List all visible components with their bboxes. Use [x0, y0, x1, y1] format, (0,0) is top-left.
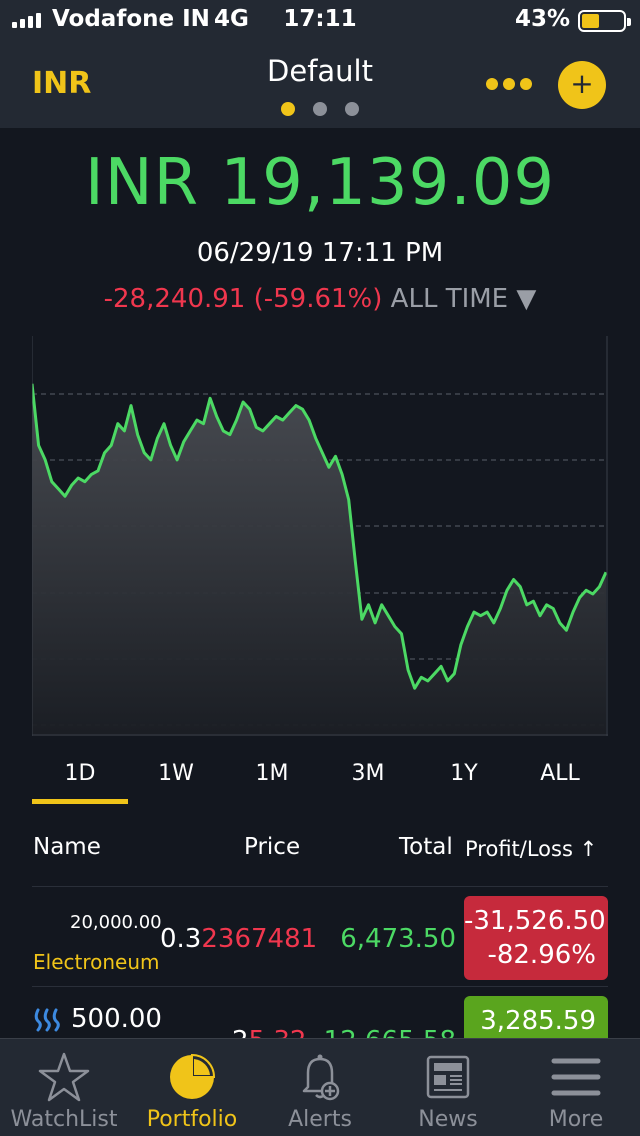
clock: 17:11 [283, 6, 357, 32]
tab-watchlist[interactable]: WatchList [0, 1039, 128, 1136]
tab-1w[interactable]: 1W [158, 761, 194, 786]
table-divider [32, 886, 608, 887]
tab-1m[interactable]: 1M [255, 761, 289, 786]
battery-icon [578, 10, 631, 32]
star-icon [38, 1052, 90, 1102]
price-changed-digits: 2367481 [201, 924, 318, 954]
column-header-profit-loss[interactable]: Profit/Loss ↑ [465, 837, 598, 861]
carrier-name: Vodafone IN [52, 6, 210, 32]
newspaper-icon [426, 1055, 470, 1099]
status-bar: Vodafone IN 4G 17:11 43% [0, 0, 640, 40]
asset-price: 0.32367481 [160, 924, 317, 954]
tab-label: WatchList [10, 1107, 118, 1132]
column-header-total[interactable]: Total [399, 834, 453, 860]
portfolio-change-value: -28,240.91 (-59.61%) [103, 284, 383, 314]
profit-loss-value: -31,526.50 [464, 906, 606, 936]
tab-all[interactable]: ALL [540, 761, 580, 786]
tab-3m[interactable]: 3M [351, 761, 385, 786]
bottom-tab-bar: WatchList Portfolio Alerts News [0, 1038, 640, 1136]
signal-strength-icon [12, 12, 41, 28]
timeframe-tabs: 1D 1W 1M 3M 1Y ALL [32, 756, 608, 804]
page-indicator [281, 102, 359, 116]
asset-name: Electroneum [33, 950, 160, 974]
navigation-bar: INR Default + [0, 40, 640, 128]
tab-1d[interactable]: 1D [32, 756, 128, 804]
holding-amount: 500.00 [71, 1004, 162, 1034]
add-transaction-button[interactable]: + [558, 61, 606, 109]
profit-loss-badge[interactable]: -31,526.50 -82.96% [464, 896, 608, 980]
steem-logo-icon [34, 1008, 60, 1032]
chart-series-line [32, 383, 608, 690]
tab-alerts[interactable]: Alerts [256, 1039, 384, 1136]
profit-loss-value: 3,285.59 [480, 1006, 596, 1036]
tab-label: More [548, 1107, 604, 1132]
portfolio-total-value: INR 19,139.09 [84, 146, 556, 220]
holding-amount: 20,000.00 [70, 912, 162, 933]
tab-portfolio[interactable]: Portfolio [128, 1039, 256, 1136]
tab-news[interactable]: News [384, 1039, 512, 1136]
page-dot[interactable] [345, 102, 359, 116]
tab-1y[interactable]: 1Y [450, 761, 478, 786]
profit-loss-percent: -82.96% [487, 940, 596, 970]
period-selector[interactable]: ALL TIME ▼ [390, 284, 537, 314]
battery-percentage: 43% [514, 6, 570, 32]
tab-label: News [418, 1107, 478, 1132]
currency-selector[interactable]: INR [32, 66, 92, 101]
tab-label: Portfolio [146, 1107, 238, 1132]
page-dot[interactable] [313, 102, 327, 116]
portfolio-change-row: -28,240.91 (-59.61%) ALL TIME ▼ [0, 284, 640, 314]
more-options-icon[interactable] [486, 78, 532, 90]
chart-area-fill [32, 383, 606, 736]
network-type: 4G [214, 6, 249, 32]
tab-label: Alerts [288, 1107, 352, 1132]
portfolio-timestamp: 06/29/19 17:11 PM [196, 238, 444, 268]
table-divider [32, 986, 608, 987]
portfolio-value-chart[interactable] [32, 336, 608, 736]
menu-icon [551, 1058, 601, 1096]
portfolio-title[interactable]: Default [267, 54, 373, 88]
page-dot[interactable] [281, 102, 295, 116]
column-header-price[interactable]: Price [244, 834, 301, 860]
holding-total: 6,473.50 [340, 924, 456, 954]
bell-plus-icon [302, 1054, 340, 1101]
tab-more[interactable]: More [512, 1039, 640, 1136]
price-stable-digits: 0.3 [160, 924, 202, 954]
pie-chart-icon [170, 1053, 216, 1099]
column-header-name[interactable]: Name [33, 834, 101, 860]
